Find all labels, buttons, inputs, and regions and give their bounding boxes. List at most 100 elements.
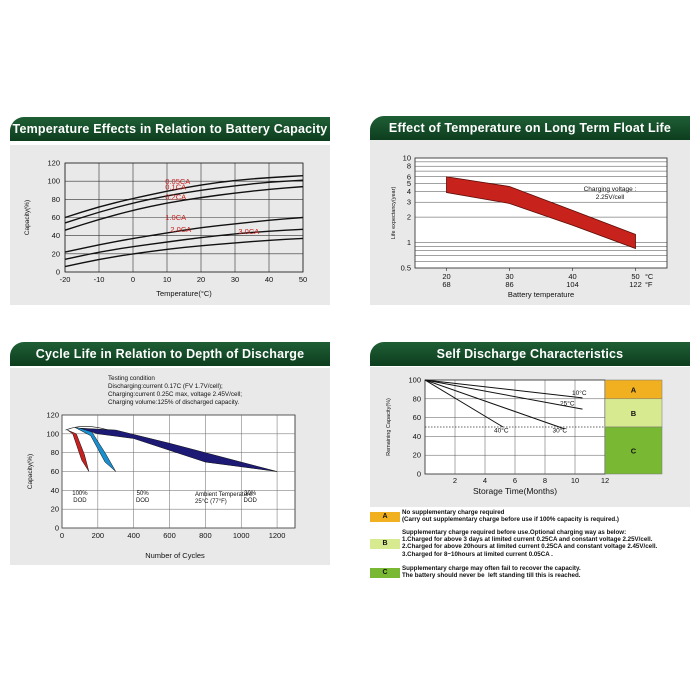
x-tick-label: 10 [571,476,579,485]
chart-area: 10 8 6 5 4 3 2 1 0.5 20 68 30 86 40 104 50 122 °C °F Chargi… [370,140,690,305]
zone-C [604,426,663,475]
x-tick-label: 20 [442,272,450,281]
y-tick-label: 100 [408,376,421,385]
series-line [424,379,504,428]
dod-label: 50% [137,491,150,497]
series-label: 40°C [494,427,509,435]
y-axis-label: Capacity(%) [27,454,34,489]
x-tick-label: 30 [505,272,513,281]
series-line [424,379,583,399]
x-tick-label-f: 86 [505,280,513,289]
legend-tag: C [370,568,400,578]
series-line [64,185,304,231]
y-tick-label: 60 [52,213,60,222]
dod-area-0 [67,429,90,472]
series-label: 1.0CA [165,213,186,222]
annotation: 2.25V/cell [596,194,625,201]
panel-title: Temperature Effects in Relation to Batte… [10,117,330,141]
panel-title: Effect of Temperature on Long Term Float… [370,116,690,140]
condition-text: Charging volume:125% of discharged capac… [108,399,239,406]
zone-label: B [631,409,637,418]
ambient-note: Ambient Temperature: [195,492,254,498]
x-tick-label: 4 [483,476,487,485]
y-tick-label: 8 [407,162,411,171]
y-tick-label: 20 [51,505,59,514]
y-tick-label: 40 [52,231,60,240]
x-tick-label: 50 [631,272,639,281]
x-tick-label: 40 [568,272,576,281]
series-line [64,228,304,260]
life-band [446,176,636,250]
x-tick-label: -10 [94,275,105,284]
y-tick-label: 40 [413,432,421,441]
x-tick-label-f: 104 [566,280,579,289]
unit-c: °C [645,272,654,281]
x-axis-label: Temperature(°C) [156,289,212,298]
initial-curve [65,426,109,431]
float-life-chart: 1086543210.5206830864010450122°C°FChargi… [391,154,668,299]
legend-tag: A [370,512,400,522]
y-tick-label: 0 [56,268,60,277]
legend-text: Supplementary charge may often fail to r… [402,565,581,580]
series-line [64,237,304,268]
x-tick-label: 600 [163,531,176,540]
zone-label: A [631,385,637,394]
x-tick-label: 200 [92,531,105,540]
ambient-note: 25°C (77°F) [195,499,227,505]
series-label: 25°C [560,399,575,407]
series-label: 3.0CA [238,227,259,236]
chart-area: -20 -10 0 10 20 30 40 50 0 20 40 60 80 100 120 0.05CA 0.… [10,145,330,305]
x-tick-label: 40 [265,275,273,284]
y-tick-label: 3 [407,198,411,207]
self-discharge-legend: A No supplementary charge required (Carry… [370,509,690,585]
condition-text: Testing condition [108,375,155,382]
x-axis-label: Battery temperature [508,290,574,299]
dod-label: 100% [72,491,88,497]
dod-label: DOD [136,498,150,504]
legend-tag: B [370,539,400,549]
y-tick-label: 120 [46,411,59,420]
series-line [424,379,583,410]
x-tick-label: -20 [60,275,71,284]
y-axis-label: Capacity(%) [24,200,31,235]
cycle-life-chart: 0 200 400 600 800 1000 1200 0 20 40 60 80 100 120 100%… [27,375,296,560]
x-axis-label: Storage Time(Months) [473,486,557,496]
series-line [64,175,304,219]
y-tick-label: 20 [413,451,421,460]
x-tick-label: 0 [60,531,64,540]
x-tick-label: 1200 [269,531,286,540]
dod-label: DOD [244,498,258,504]
y-tick-label: 4 [407,187,411,196]
y-tick-label: 80 [51,448,59,457]
x-tick-label: 20 [197,275,205,284]
y-tick-label: 60 [51,467,59,476]
x-tick-label: 0 [131,275,135,284]
x-tick-label: 400 [127,531,140,540]
x-tick-label: 50 [299,275,307,284]
y-tick-label: 6 [407,172,411,181]
series-line [64,179,304,224]
y-tick-label: 20 [52,249,60,258]
series-label: 10°C [572,389,587,397]
series-label: 2.0CA [170,225,191,234]
x-tick-label-f: 122 [629,280,642,289]
y-tick-label: 1 [407,238,411,247]
x-tick-label: 10 [163,275,171,284]
dod-area-2 [79,427,278,472]
y-tick-label: 100 [47,177,60,186]
annotation: Charging voltage : [584,186,637,193]
dod-label: DOD [73,498,87,504]
x-tick-label: 1000 [233,531,250,540]
temperature-capacity-chart: -20 -10 0 10 20 30 40 500204060801001200.05CA0.… [24,159,307,299]
y-tick-label: 0 [55,524,59,533]
series-label: 0.1CA [165,182,186,191]
x-tick-label: 800 [199,531,212,540]
series-label: 0.05CA [165,177,190,186]
series-label: 30°C [553,427,568,435]
x-tick-label: 12 [601,476,609,485]
x-tick-label-f: 68 [442,280,450,289]
zone-label: C [631,447,637,456]
y-tick-label: 100 [46,429,59,438]
condition-text: Charging:current 0.25C max, voltage 2.45… [108,391,242,398]
series-line [424,379,565,430]
